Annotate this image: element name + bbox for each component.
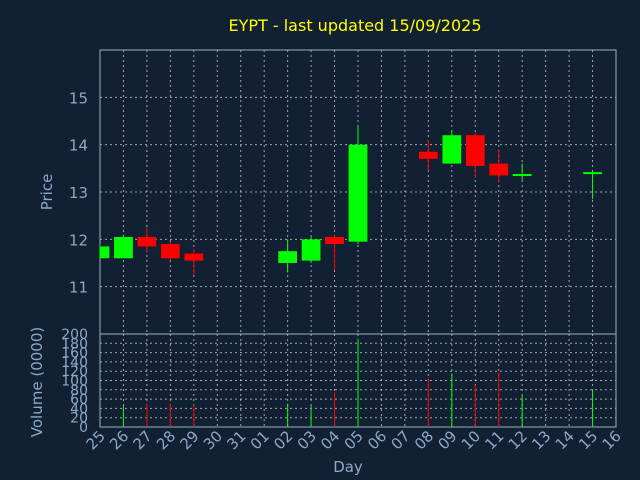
x-tick-label: 11 xyxy=(481,427,507,453)
x-tick-label: 04 xyxy=(317,427,343,453)
x-tick-label: 14 xyxy=(552,427,578,453)
volume-tick-label: 160 xyxy=(61,346,88,362)
candle-body xyxy=(137,236,157,247)
x-tick-label: 15 xyxy=(575,427,601,453)
x-tick-label: 16 xyxy=(599,427,625,453)
candle-body xyxy=(442,135,462,164)
x-tick-label: 12 xyxy=(505,427,531,453)
x-tick-label: 30 xyxy=(200,427,226,453)
volume-tick-label: 60 xyxy=(70,392,88,408)
price-tick-label: 13 xyxy=(69,184,88,202)
volume-tick-label: 140 xyxy=(61,355,88,371)
x-tick-label: 01 xyxy=(247,427,273,453)
x-tick-label: 02 xyxy=(270,427,296,453)
chart-title: EYPT - last updated 15/09/2025 xyxy=(228,16,481,35)
candle-body xyxy=(465,135,485,166)
candle-body xyxy=(100,246,110,259)
price-panel: 11 12 13 14 15 xyxy=(69,49,617,335)
price-tick-label: 12 xyxy=(69,231,88,249)
volume-tick-label: 80 xyxy=(70,383,88,399)
x-tick-label: 09 xyxy=(434,427,460,453)
price-tick-label: 14 xyxy=(69,137,88,155)
x-tick-label: 10 xyxy=(458,427,484,453)
x-tick-label: 06 xyxy=(364,427,390,453)
volume-tick-label: 120 xyxy=(61,364,88,380)
candle-body xyxy=(184,253,204,261)
x-tick-label: 03 xyxy=(294,427,320,453)
volume-tick-label: 0 xyxy=(79,420,88,436)
candle-body xyxy=(301,239,321,261)
volume-tick-label: 20 xyxy=(70,411,88,427)
y-axis-label: Price xyxy=(38,174,56,211)
candle-body xyxy=(160,244,180,259)
x-tick-labels: 2526272829303101020304050607080910111213… xyxy=(83,427,625,453)
candle-body xyxy=(512,174,532,177)
price-tick-label: 11 xyxy=(69,279,88,297)
candle-body xyxy=(489,163,509,176)
volume-tick-label: 40 xyxy=(70,401,88,417)
x-tick-label: 29 xyxy=(176,427,202,453)
x-tick-label: 28 xyxy=(153,427,179,453)
candle-body xyxy=(114,236,133,259)
x-tick-label: 31 xyxy=(223,427,249,453)
x-tick-label: 05 xyxy=(341,427,367,453)
volume-tick-label: 180 xyxy=(61,336,88,352)
x-tick-label: 07 xyxy=(388,427,414,453)
x-tick-label: 27 xyxy=(130,427,156,453)
price-tick-label: 15 xyxy=(69,89,88,107)
x-tick-label: 13 xyxy=(528,427,554,453)
x-axis-label: Day xyxy=(333,458,363,476)
volume-tick-label: 100 xyxy=(61,374,88,390)
x-tick-label: 26 xyxy=(106,427,132,453)
volume-axis-label: Volume (0000) xyxy=(28,327,46,437)
candle-body xyxy=(325,236,344,245)
candle-body xyxy=(583,172,602,175)
x-tick-label: 08 xyxy=(411,427,437,453)
candle-body xyxy=(418,151,438,159)
candle-body xyxy=(348,144,368,242)
volume-tick-label: 200 xyxy=(61,327,88,343)
candle-body xyxy=(278,251,298,263)
